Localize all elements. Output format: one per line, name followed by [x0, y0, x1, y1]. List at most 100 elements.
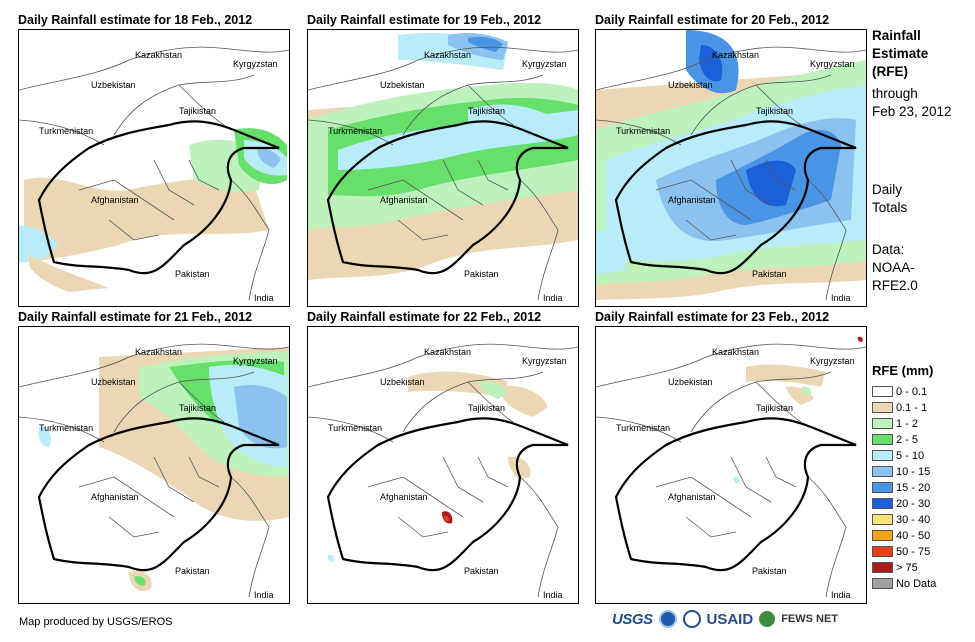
rainfall-area: [746, 364, 826, 387]
panel-title: Daily Rainfall estimate for 18 Feb., 201…: [18, 13, 253, 27]
legend-swatch: [872, 450, 893, 461]
country-label-pakistan: Pakistan: [752, 269, 787, 279]
legend-swatch: [872, 578, 893, 589]
admin-boundary: [153, 456, 195, 503]
country-label-india: India: [831, 590, 851, 600]
country-label-pakistan: Pakistan: [752, 566, 787, 576]
admin-boundary: [19, 119, 105, 146]
admin-boundary: [178, 84, 225, 126]
rainfall-area: [29, 255, 109, 292]
admin-boundary: [78, 476, 175, 518]
country-label-kazakhstan: Kazakhstan: [424, 50, 472, 60]
admin-boundary: [367, 179, 464, 221]
rainfall-area: [327, 554, 335, 562]
country-label-india: India: [831, 293, 851, 303]
country-label-turkmenistan: Turkmenistan: [616, 423, 671, 433]
legend-swatch: [872, 546, 893, 557]
admin-boundary: [402, 371, 544, 433]
legend-item: > 75: [872, 560, 918, 575]
country-label-kazakhstan: Kazakhstan: [135, 50, 183, 60]
admin-boundary: [78, 179, 175, 221]
country-label-afghanistan: Afghanistan: [380, 195, 428, 205]
legend-heading-line3: (RFE): [872, 64, 908, 79]
country-label-turkmenistan: Turkmenistan: [39, 126, 94, 136]
panel-title: Daily Rainfall estimate for 20 Feb., 201…: [595, 13, 830, 27]
admin-boundary: [367, 476, 464, 518]
rainfall-area: [478, 381, 508, 399]
country-label-afghanistan: Afghanistan: [668, 492, 716, 502]
country-label-kazakhstan: Kazakhstan: [135, 347, 183, 357]
admin-boundary: [108, 516, 160, 538]
admin-boundary: [690, 74, 832, 136]
rainfall-area: [19, 225, 59, 262]
afghanistan-border: [326, 120, 569, 275]
admin-boundary: [402, 74, 544, 136]
map-frame: Kazakhstan Kyrgyzstan Uzbekistan Tajikis…: [307, 29, 579, 307]
legend-swatch: [872, 482, 893, 493]
admin-boundary: [442, 159, 484, 206]
map-panel-feb19: Daily Rainfall estimate for 19 Feb., 201…: [307, 11, 579, 307]
admin-boundary: [19, 46, 289, 91]
legend-swatch: [872, 402, 893, 413]
admin-boundary: [519, 179, 559, 301]
country-label-pakistan: Pakistan: [464, 269, 499, 279]
country-label-uzbekistan: Uzbekistan: [91, 80, 136, 90]
admin-boundary: [19, 416, 105, 443]
country-label-kyrgyzstan: Kyrgyzstan: [810, 59, 855, 69]
rainfall-map: [19, 343, 289, 598]
rainfall-area: [468, 36, 503, 52]
country-label-uzbekistan: Uzbekistan: [380, 80, 425, 90]
legend-heading-line2: Estimate: [872, 46, 929, 61]
admin-boundary: [685, 219, 737, 241]
country-label-pakistan: Pakistan: [464, 566, 499, 576]
legend-label: 30 - 40: [896, 513, 931, 526]
country-label-afghanistan: Afghanistan: [91, 492, 139, 502]
legend-item: 2 - 5: [872, 432, 918, 447]
country-label-pakistan: Pakistan: [175, 566, 210, 576]
rainfall-area: [257, 148, 281, 168]
admin-boundary: [765, 456, 797, 488]
country-label-tajikistan: Tajikistan: [179, 106, 217, 116]
admin-boundary: [755, 84, 802, 126]
admin-boundary: [308, 119, 394, 146]
legend-heading-line1: Rainfall: [872, 28, 921, 43]
data-label: Data:: [872, 242, 905, 257]
through-label: through: [872, 86, 918, 101]
legend-item: 50 - 75: [872, 544, 930, 559]
map-panel-feb21: Daily Rainfall estimate for 21 Feb., 201…: [18, 308, 290, 604]
legend-item: 20 - 30: [872, 496, 930, 511]
afghanistan-border: [37, 417, 280, 572]
admin-boundary: [178, 381, 225, 423]
admin-boundary: [108, 219, 160, 241]
rainfall-map: [596, 30, 866, 301]
country-label-india: India: [543, 590, 563, 600]
rainfall-area: [699, 45, 723, 82]
admin-boundary: [596, 119, 682, 146]
country-label-turkmenistan: Turkmenistan: [328, 126, 383, 136]
legend-swatch: [872, 562, 893, 573]
country-label-uzbekistan: Uzbekistan: [668, 377, 713, 387]
admin-boundary: [765, 159, 797, 191]
legend-label: 50 - 75: [896, 545, 931, 558]
rainfall-area: [444, 515, 450, 522]
daily-label: Daily: [872, 182, 903, 197]
country-label-afghanistan: Afghanistan: [668, 195, 716, 205]
rainfall-area: [857, 336, 863, 342]
legend-item: No Data: [872, 576, 936, 591]
admin-boundary: [467, 84, 514, 126]
country-label-pakistan: Pakistan: [175, 269, 210, 279]
admin-boundary: [153, 159, 195, 206]
country-label-turkmenistan: Turkmenistan: [616, 126, 671, 136]
legend-swatch: [872, 386, 893, 397]
admin-boundary: [308, 343, 578, 388]
through-date: Feb 23, 2012: [872, 104, 952, 119]
admin-boundary: [188, 159, 220, 191]
country-label-tajikistan: Tajikistan: [468, 106, 506, 116]
admin-boundary: [755, 381, 802, 423]
usaid-logo: USAID: [706, 610, 754, 628]
country-label-uzbekistan: Uzbekistan: [668, 80, 713, 90]
country-label-tajikistan: Tajikistan: [179, 403, 217, 413]
rainfall-area: [38, 426, 51, 447]
fews-net-icon: [759, 611, 776, 627]
totals-label: Totals: [872, 200, 908, 215]
